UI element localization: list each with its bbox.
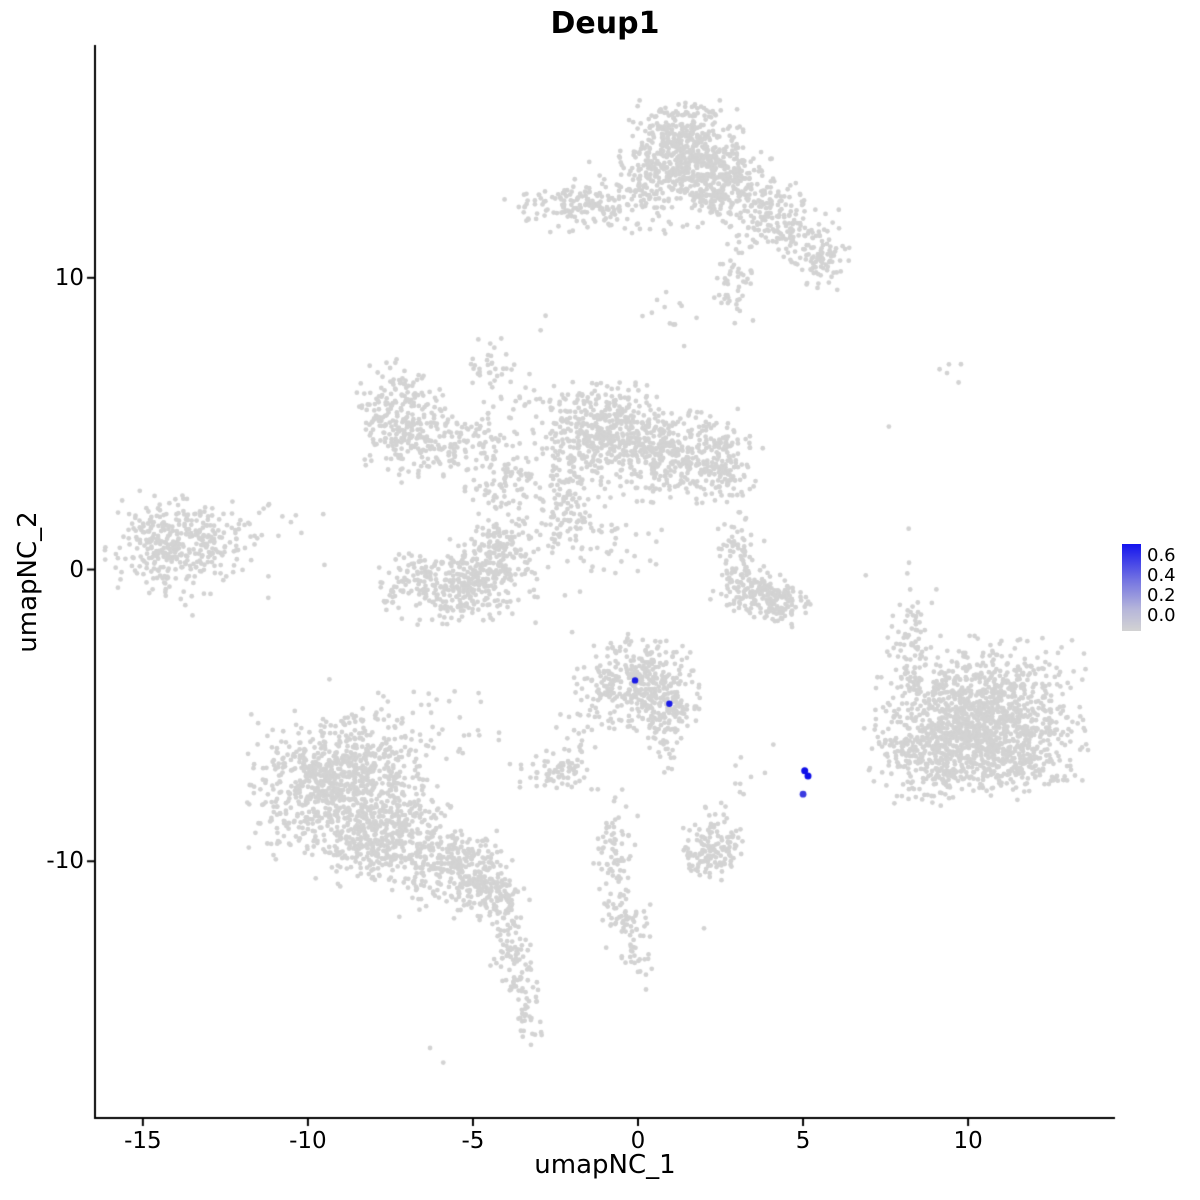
y-tick-label: 0 bbox=[69, 556, 84, 583]
x-tick-label: 5 bbox=[795, 1128, 811, 1154]
x-tick-label: 10 bbox=[953, 1128, 983, 1154]
expression-legend: 0.6 0.4 0.2 0.0 bbox=[1122, 544, 1200, 634]
x-axis-label: umapNC_1 bbox=[534, 1150, 676, 1180]
x-tick-label: 0 bbox=[630, 1128, 646, 1154]
legend-gradient-bar bbox=[1122, 544, 1141, 631]
x-tick-label: -15 bbox=[124, 1128, 162, 1154]
y-tick-label: -10 bbox=[46, 848, 84, 875]
legend-tick-label: 0.4 bbox=[1147, 565, 1176, 586]
legend-tick-label: 0.0 bbox=[1147, 605, 1176, 626]
plot-title: Deup1 bbox=[550, 6, 660, 41]
x-tick-label: -10 bbox=[289, 1128, 327, 1154]
x-tick-label: -5 bbox=[461, 1128, 485, 1154]
y-tick-label: 10 bbox=[54, 264, 84, 291]
legend-tick-label: 0.6 bbox=[1147, 545, 1176, 566]
legend-tick-labels: 0.6 0.4 0.2 0.0 bbox=[1147, 546, 1176, 626]
legend-tick-label: 0.2 bbox=[1147, 585, 1176, 606]
